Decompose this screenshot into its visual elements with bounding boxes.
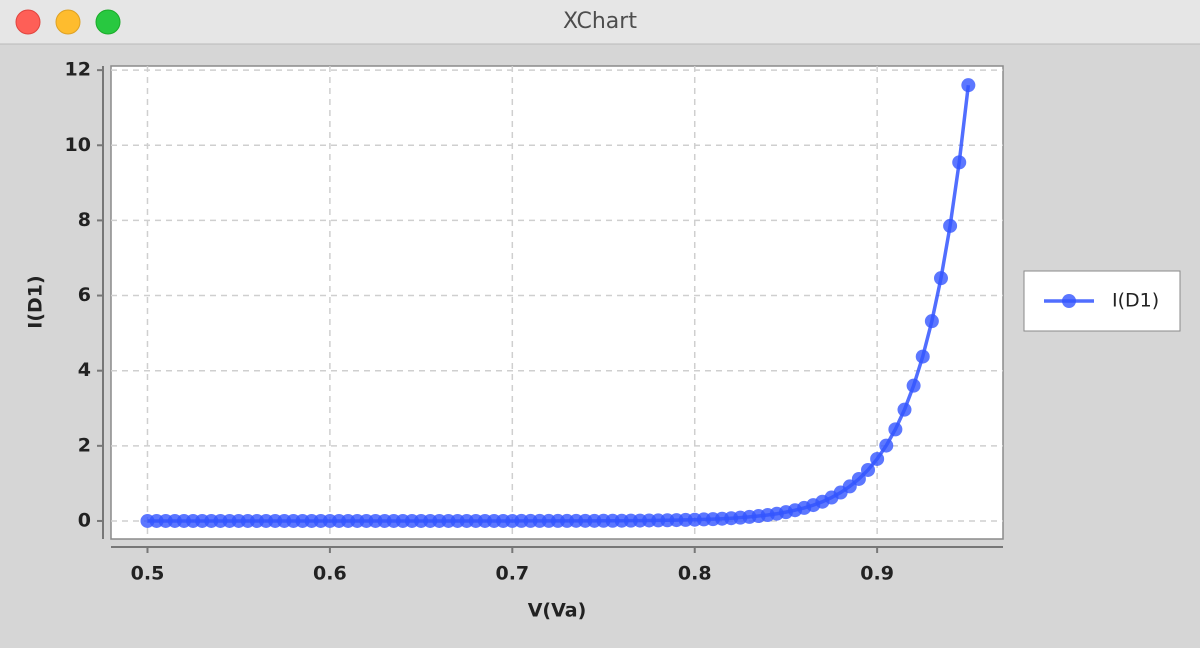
y-axis-label: I(D1) (25, 275, 47, 328)
data-point (933, 271, 948, 286)
data-point (961, 78, 976, 93)
x-axis-label: V(Va) (528, 600, 587, 622)
data-point (906, 378, 921, 393)
data-point (879, 438, 894, 453)
y-tick-label: 12 (65, 59, 91, 81)
y-tick-label: 6 (78, 284, 91, 306)
data-point (888, 422, 903, 437)
window-title: XChart (563, 9, 637, 34)
zoom-button[interactable] (95, 9, 121, 35)
data-point (924, 314, 939, 329)
title-bar (0, 0, 1200, 44)
y-tick-label: 0 (78, 509, 91, 531)
data-point (870, 451, 885, 466)
x-tick-label: 0.7 (495, 563, 529, 585)
data-point (915, 349, 930, 364)
legend-label: I(D1) (1112, 290, 1159, 312)
x-tick-label: 0.9 (860, 563, 894, 585)
y-tick-label: 8 (78, 209, 91, 231)
legend (1023, 270, 1181, 332)
data-point (952, 155, 967, 170)
legend-marker (1062, 294, 1076, 308)
data-point (851, 471, 866, 486)
minimize-button[interactable] (55, 9, 81, 35)
x-tick-label: 0.5 (131, 563, 165, 585)
data-point (943, 218, 958, 233)
x-tick-label: 0.6 (313, 563, 347, 585)
y-tick-label: 2 (78, 434, 91, 456)
y-tick-label: 4 (78, 359, 91, 381)
close-button[interactable] (15, 9, 41, 35)
y-tick-label: 10 (65, 134, 91, 156)
x-tick-label: 0.8 (678, 563, 712, 585)
data-point (861, 462, 876, 477)
data-point (897, 402, 912, 417)
